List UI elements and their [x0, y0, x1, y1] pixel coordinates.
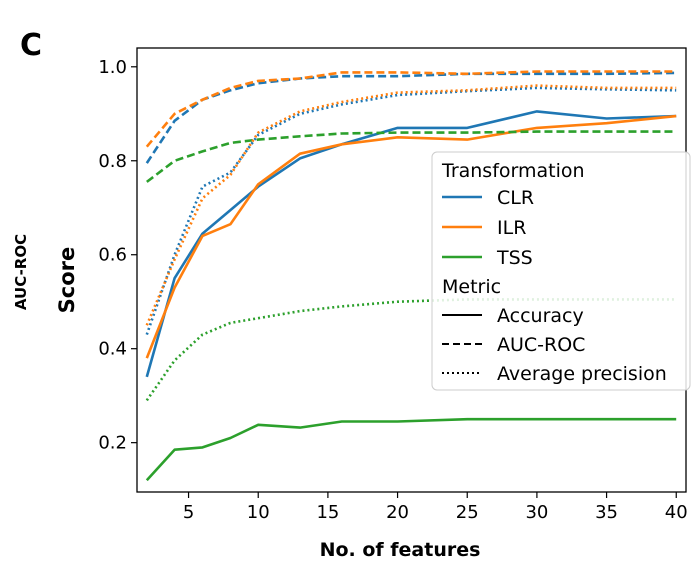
series-clr-accuracy — [145, 110, 677, 378]
legend-title-metric: Metric — [442, 276, 501, 298]
x-tick-label: 10 — [247, 502, 270, 523]
x-tick-label: 20 — [386, 502, 409, 523]
legend-box — [431, 151, 691, 391]
y-tick-label: 0.2 — [98, 433, 127, 454]
x-axis-label: No. of features — [320, 539, 481, 561]
series-ilr-accuracy — [145, 114, 677, 359]
y-axis-label: Score — [55, 247, 79, 314]
legend-title-transformation: Transformation — [441, 160, 585, 182]
legend-label-accuracy: Accuracy — [497, 305, 584, 327]
y-tick-label: 0.4 — [98, 339, 127, 360]
y-tick-label: 0.8 — [98, 151, 127, 172]
panel-label: C — [20, 28, 42, 63]
series-clr-auc-roc — [145, 71, 677, 164]
x-tick-label: 25 — [456, 502, 479, 523]
x-tick-label: 30 — [525, 502, 548, 523]
legend-label-ilr: ILR — [497, 217, 526, 239]
y-tick-label: 1.0 — [98, 57, 127, 78]
series-tss-auc-roc — [146, 130, 677, 183]
axis-ticks: 5 10 15 20 25 30 35 40 0.2 0.4 0.6 0.8 1.0 — [98, 57, 687, 523]
series-tss-accuracy — [145, 417, 677, 482]
legend-label-auc-roc: AUC-ROC — [497, 334, 585, 356]
x-tick-label: 5 — [183, 502, 194, 523]
x-tick-label: 15 — [316, 502, 339, 523]
legend-label-average-precision: Average precision — [497, 363, 667, 385]
legend-label-clr: CLR — [497, 187, 534, 209]
x-tick-label: 35 — [595, 502, 618, 523]
series-ilr-auc-roc — [145, 70, 677, 148]
legend: Transformation CLR ILR TSS Metric Accura… — [431, 151, 691, 391]
series-clr-average-precision — [145, 86, 677, 336]
side-label: AUC-ROC — [12, 234, 30, 310]
y-tick-label: 0.6 — [98, 245, 127, 266]
legend-label-tss: TSS — [496, 247, 533, 269]
x-tick-label: 40 — [665, 502, 688, 523]
